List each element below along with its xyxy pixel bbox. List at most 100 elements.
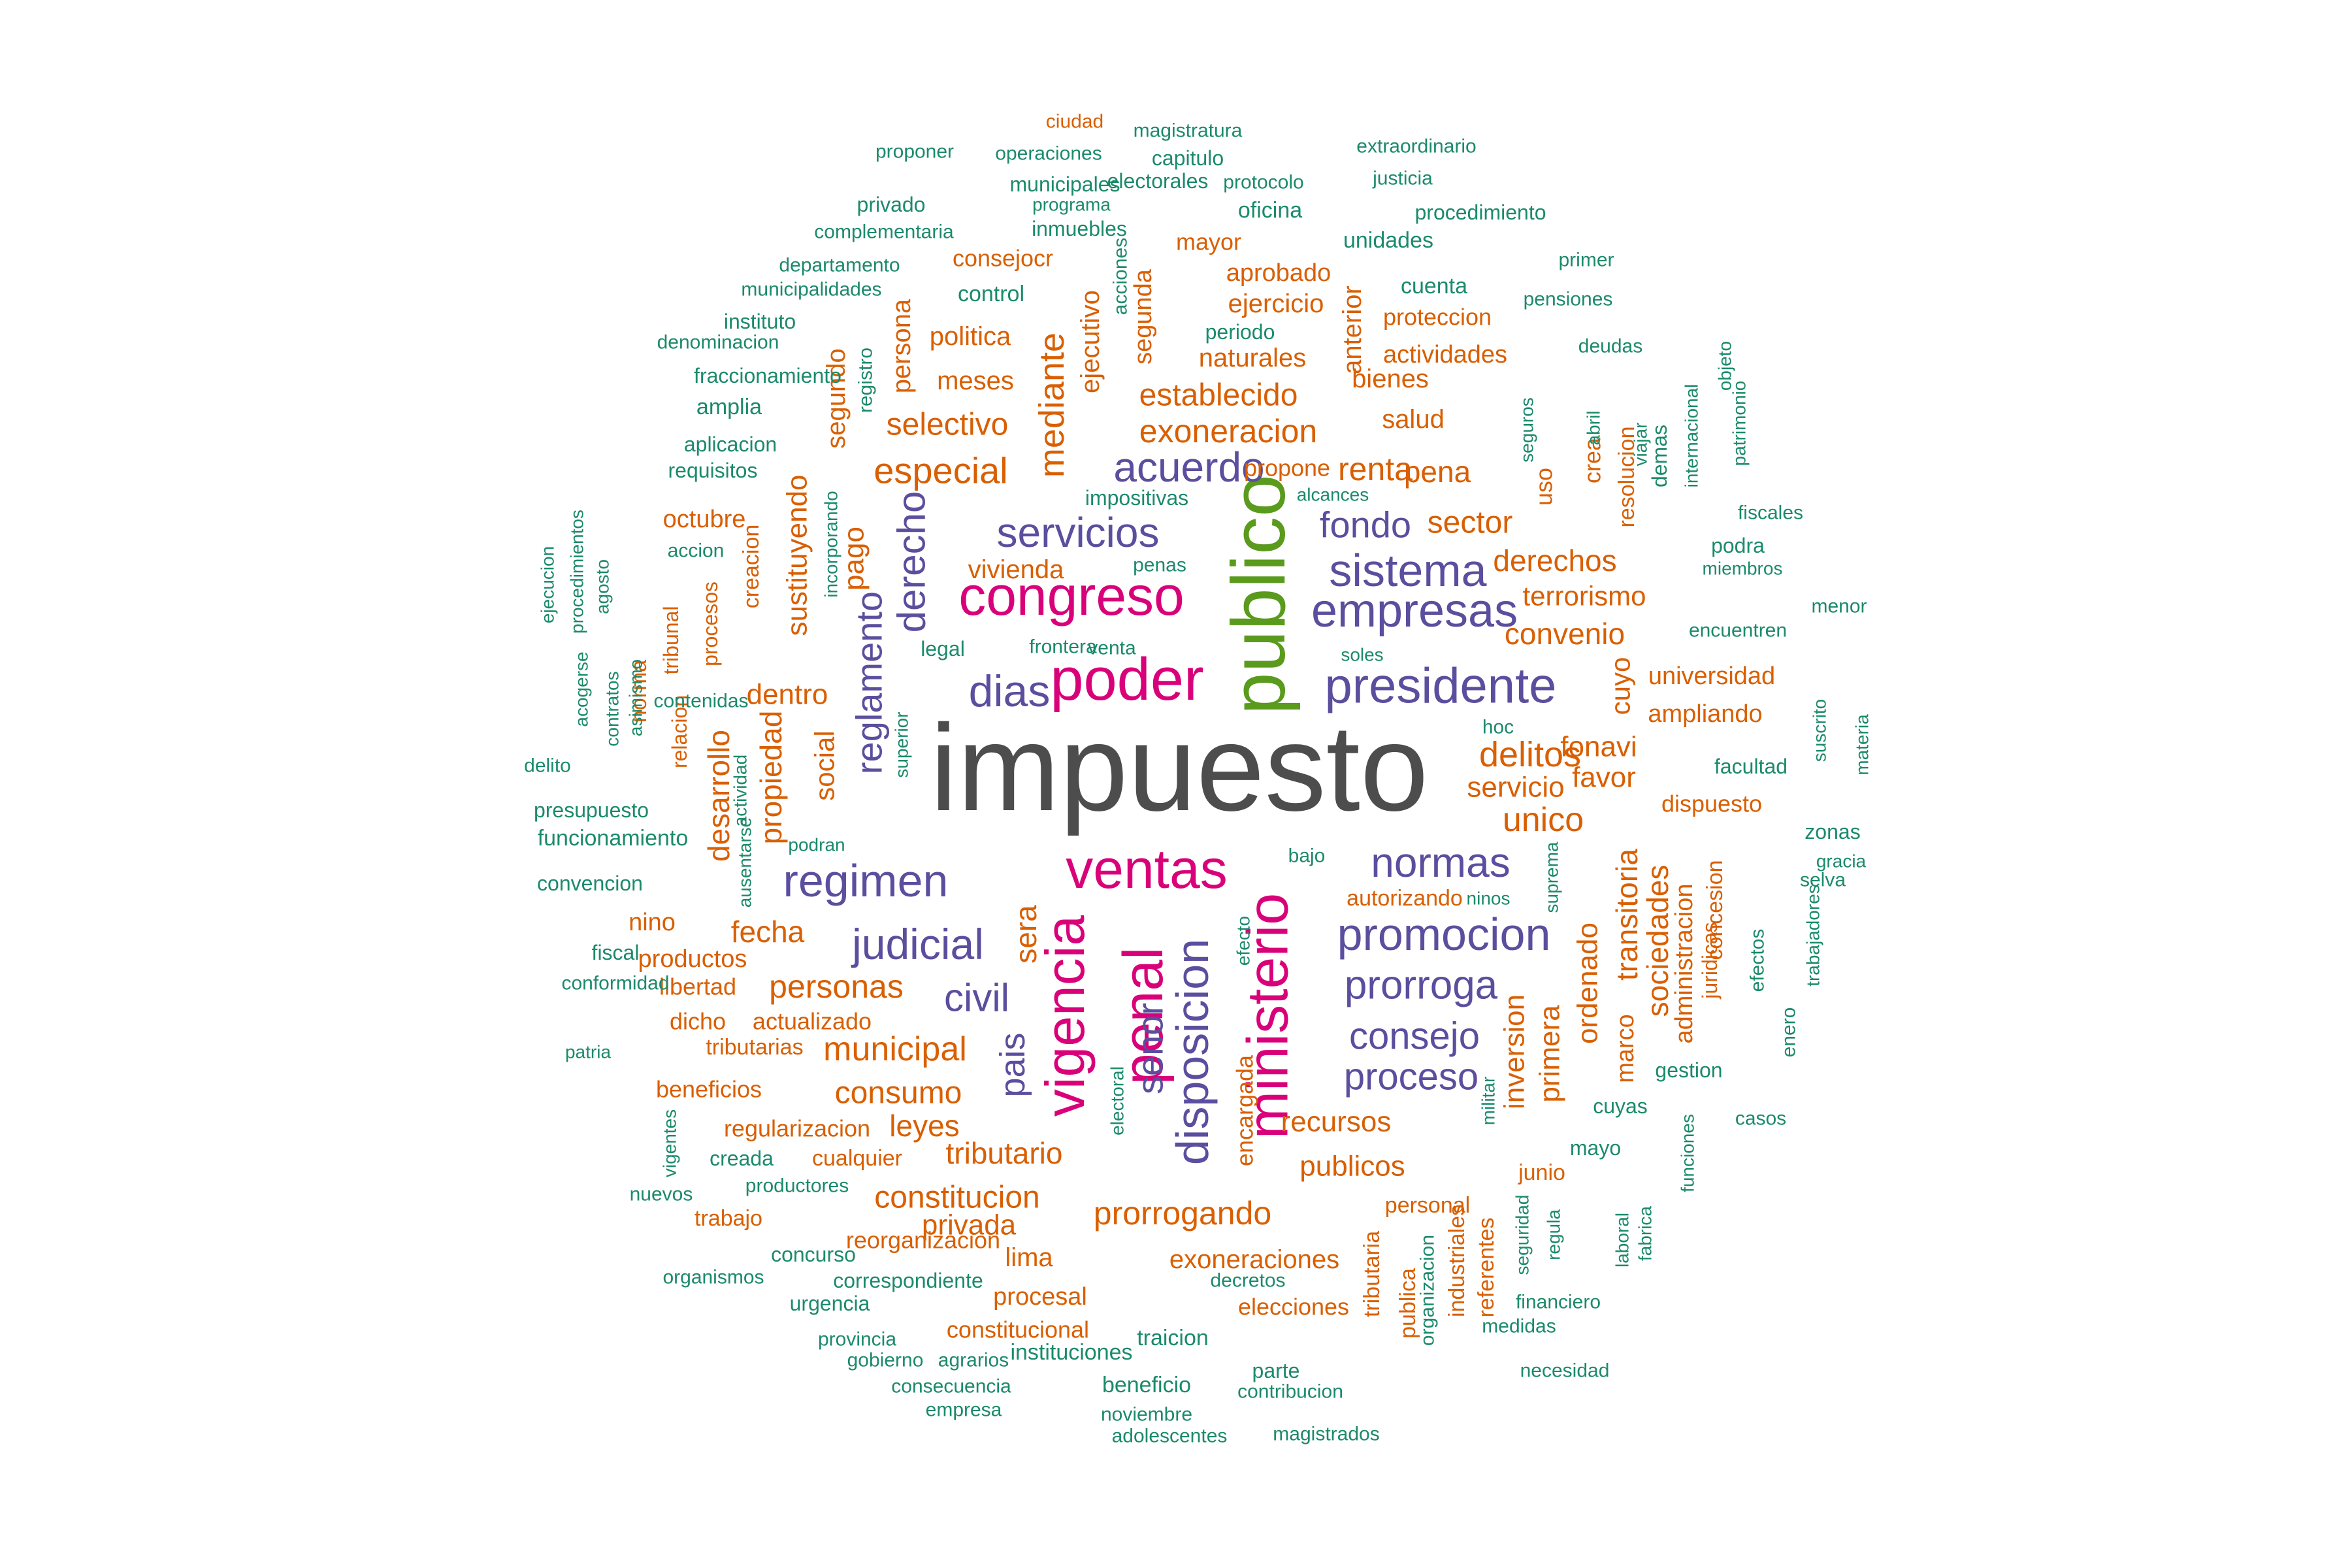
cloud-word: financiero — [1516, 1292, 1601, 1313]
cloud-word: leyes — [889, 1109, 959, 1143]
cloud-word: ciudad — [1046, 111, 1103, 133]
cloud-word: penal — [1112, 947, 1175, 1085]
cloud-word: medidas — [1482, 1316, 1556, 1337]
cloud-word: organizacion — [1417, 1235, 1439, 1346]
cloud-word: deudas — [1578, 336, 1642, 357]
cloud-word: autorizando — [1347, 886, 1463, 911]
cloud-word: soles — [1341, 645, 1383, 665]
cloud-word: internacional — [1682, 384, 1702, 488]
cloud-word: meses — [937, 367, 1014, 395]
cloud-word: productores — [745, 1175, 849, 1197]
cloud-word: vigentes — [660, 1109, 680, 1177]
cloud-word: acogerse — [572, 651, 592, 727]
cloud-word: octubre — [663, 506, 746, 533]
cloud-word: tributaria — [1360, 1231, 1384, 1317]
cloud-word: delito — [524, 755, 571, 777]
cloud-word: correspondiente — [833, 1269, 983, 1292]
cloud-word: naturales — [1199, 344, 1307, 372]
cloud-word: normas — [1371, 839, 1510, 886]
cloud-word: gracia — [1816, 851, 1867, 872]
cloud-word: selva — [1800, 870, 1846, 891]
cloud-word: podran — [788, 835, 845, 855]
cloud-word: operaciones — [995, 143, 1102, 165]
cloud-word: seguridad — [1512, 1195, 1533, 1275]
cloud-word: mayo — [1570, 1136, 1621, 1160]
cloud-word: ausentarse — [735, 817, 755, 908]
cloud-word: segunda — [1130, 269, 1157, 365]
cloud-word: gobierno — [847, 1350, 924, 1371]
cloud-word: vivienda — [968, 555, 1065, 584]
cloud-word: necesidad — [1520, 1360, 1610, 1382]
cloud-word: bajo — [1288, 845, 1326, 867]
cloud-word: establecido — [1139, 378, 1298, 413]
cloud-word: lima — [1005, 1243, 1053, 1272]
cloud-word: administracion — [1671, 884, 1698, 1044]
cloud-word: ejecucion — [538, 546, 558, 623]
cloud-word: cuenta — [1401, 274, 1467, 299]
cloud-word: ventas — [1066, 838, 1228, 900]
cloud-word: publicos — [1299, 1151, 1405, 1183]
cloud-word: ministerio — [1235, 893, 1300, 1139]
cloud-word: beneficio — [1102, 1373, 1191, 1397]
cloud-word: propone — [1244, 455, 1330, 482]
cloud-word: regimen — [783, 855, 949, 906]
cloud-word: transitoria — [1610, 849, 1644, 981]
cloud-word: terrorismo — [1522, 581, 1646, 612]
cloud-word: nuevos — [630, 1184, 693, 1205]
cloud-word: procedimientos — [567, 510, 587, 634]
cloud-word: derecho — [890, 491, 934, 633]
cloud-word: crea — [1579, 437, 1606, 483]
cloud-word: venta — [1088, 638, 1136, 659]
cloud-word: agosto — [593, 559, 613, 614]
cloud-word: ejercicio — [1228, 289, 1324, 318]
cloud-word: fiscal — [592, 941, 640, 964]
cloud-word: funcionamiento — [538, 826, 689, 851]
cloud-word: complementaria — [814, 221, 954, 243]
cloud-word: justicia — [1372, 168, 1433, 189]
cloud-word: concesion — [1703, 860, 1727, 960]
cloud-word: frontera — [1029, 636, 1097, 658]
cloud-word: procesal — [993, 1283, 1087, 1311]
cloud-word: encuentren — [1689, 620, 1787, 642]
cloud-word: impuesto — [930, 699, 1429, 836]
cloud-word: cuyas — [1593, 1094, 1648, 1118]
cloud-word: ninos — [1467, 889, 1511, 909]
cloud-word: fondo — [1320, 504, 1411, 546]
cloud-word: provincia — [818, 1329, 896, 1350]
cloud-word: contribucion — [1237, 1381, 1343, 1403]
cloud-word: aplicacion — [684, 433, 777, 456]
cloud-word: fecha — [731, 915, 805, 949]
cloud-word: parte — [1252, 1359, 1300, 1382]
cloud-word: sector — [1428, 506, 1513, 540]
cloud-word: penas — [1133, 555, 1186, 576]
cloud-word: fiscales — [1738, 502, 1803, 524]
cloud-word: pensiones — [1524, 289, 1613, 310]
cloud-word: renta — [1338, 451, 1413, 487]
cloud-word: proteccion — [1383, 304, 1492, 331]
cloud-word: fonavi — [1560, 731, 1637, 763]
cloud-word: consecuencia — [891, 1376, 1011, 1397]
cloud-word: urgencia — [790, 1292, 870, 1315]
cloud-word: propiedad — [754, 711, 788, 845]
cloud-word: menor — [1811, 596, 1867, 617]
cloud-word: publico — [1216, 474, 1301, 715]
cloud-word: ampliando — [1648, 700, 1762, 728]
cloud-word: contenidas — [653, 691, 748, 712]
cloud-word: programa — [1032, 195, 1111, 215]
cloud-word: favor — [1572, 762, 1636, 794]
cloud-word: concurso — [771, 1243, 856, 1266]
cloud-word: hoc — [1482, 717, 1514, 738]
cloud-word: oficina — [1238, 198, 1302, 223]
cloud-word: conformidad — [561, 973, 669, 994]
cloud-word: seguros — [1517, 397, 1537, 463]
cloud-word: control — [958, 282, 1024, 306]
cloud-word: pena — [1404, 455, 1471, 489]
cloud-word: fabrica — [1635, 1206, 1656, 1261]
cloud-word: suscrito — [1810, 699, 1830, 762]
cloud-word: noviembre — [1101, 1404, 1192, 1426]
cloud-word: personas — [769, 968, 904, 1005]
cloud-word: prorrogando — [1094, 1195, 1271, 1232]
cloud-word: norma — [627, 660, 651, 723]
cloud-word: actividad — [730, 755, 751, 827]
cloud-word: juridicas — [1698, 922, 1722, 999]
